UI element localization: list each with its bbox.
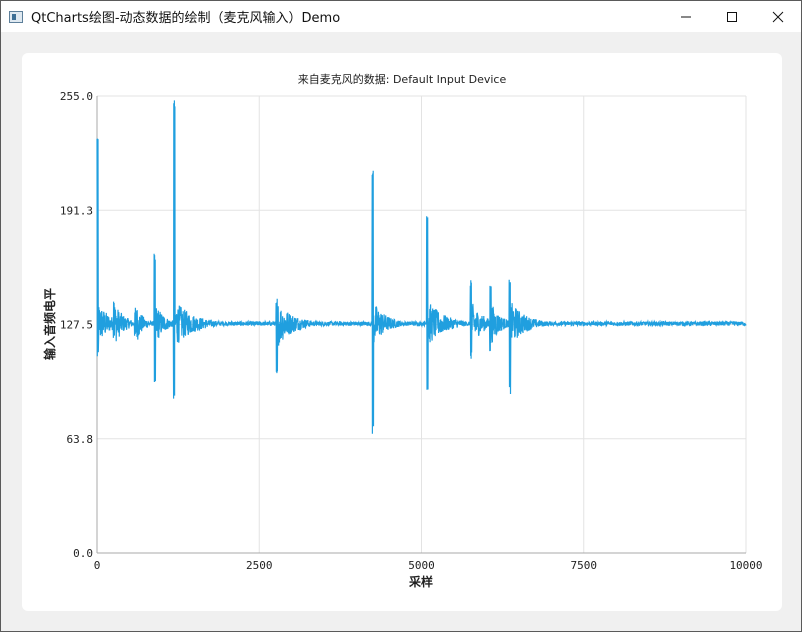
x-tick-label: 7500 xyxy=(571,559,598,572)
close-icon xyxy=(772,11,784,22)
x-tick-label: 5000 xyxy=(408,559,435,572)
chart-title: 来自麦克风的数据: Default Input Device xyxy=(298,72,507,86)
maximize-icon xyxy=(727,11,737,22)
minimize-icon xyxy=(681,16,691,17)
title-bar[interactable]: QtCharts绘图-动态数据的绘制（麦克风输入）Demo xyxy=(1,1,801,32)
chart-tick-labels: 0.0 63.8 127.5 191.3 255.0 0 2500 5000 7500 10000 xyxy=(60,90,763,572)
y-axis-title: 输入音频电平 xyxy=(42,288,57,360)
audio-level-series xyxy=(96,100,747,434)
minimize-button[interactable] xyxy=(663,1,709,32)
x-tick-label: 2500 xyxy=(246,559,273,572)
maximize-button[interactable] xyxy=(709,1,755,32)
y-tick-label: 127.5 xyxy=(60,319,93,332)
chart-view[interactable]: 来自麦克风的数据: Default Input Device 0.0 63.8 12… xyxy=(22,53,782,611)
close-button[interactable] xyxy=(755,1,801,32)
chart-canvas: 来自麦克风的数据: Default Input Device 0.0 63.8 12… xyxy=(42,72,763,589)
y-tick-label: 0.0 xyxy=(73,547,93,560)
x-axis-title: 采样 xyxy=(408,574,433,589)
y-tick-label: 255.0 xyxy=(60,90,93,103)
window-title: QtCharts绘图-动态数据的绘制（麦克风输入）Demo xyxy=(31,11,341,26)
app-icon xyxy=(9,10,23,23)
y-tick-label: 191.3 xyxy=(60,204,93,217)
y-tick-label: 63.8 xyxy=(67,433,94,446)
x-tick-label: 10000 xyxy=(729,559,762,572)
x-tick-label: 0 xyxy=(94,559,101,572)
